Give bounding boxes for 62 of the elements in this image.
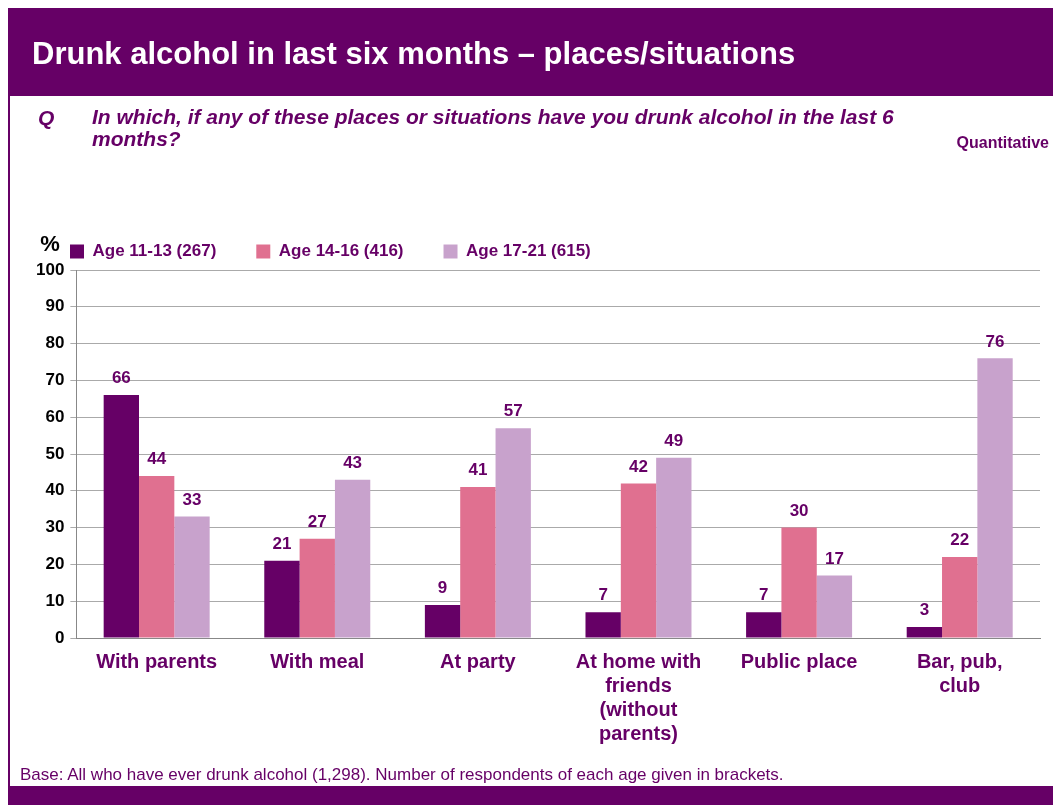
bar [495,428,531,638]
data-label: 27 [307,511,327,531]
x-tick-label: With parents [96,649,218,672]
data-label: 76 [985,331,1005,351]
data-label: 21 [272,533,292,553]
bar [781,527,817,638]
data-label: 33 [182,489,202,509]
chart-subtitle: In which, if any of these places or situations have you drunk alcohol in the last 6 months? [92,105,895,150]
bar [103,395,139,638]
y-tick-label: 0 [54,627,65,647]
data-label: 30 [789,500,809,520]
data-label: 17 [824,548,844,568]
text: Q [38,106,55,130]
legend-label: Age 11-13 (267) [92,241,217,261]
bar [906,626,943,638]
y-tick-label: 60 [45,406,65,426]
bar [977,358,1013,638]
bar [942,557,978,638]
bar [334,479,371,638]
data-label: 42 [629,456,648,476]
data-label: 22 [950,530,970,550]
bar [424,604,461,638]
y-tick-label: 70 [45,370,65,390]
x-tick-label: Public place [740,649,858,672]
bar [656,457,692,638]
bar [460,487,496,638]
bar [746,612,782,638]
x-tick-label: With meal [270,649,365,672]
data-label: 3 [919,600,930,620]
x-tick-label: At party [440,649,517,672]
data-label: 7 [759,585,769,605]
data-label: 44 [147,449,167,469]
chart-title: Drunk alcohol in last six months – places/situations [10,8,1053,96]
bar [174,516,210,638]
y-tick-label: 30 [45,517,65,537]
x-tick-label: Bar, pub, club [916,649,1003,696]
data-label: 66 [111,368,131,388]
bar [139,476,175,638]
data-label: 7 [598,585,608,605]
x-tick-label: At home with friends (without parents) [575,649,702,744]
y-tick-label: 100 [35,259,65,279]
text: Base: All who have ever drunk alcohol (1,298). Number of respondents of each age given in brackets. [20,765,784,785]
bar [816,575,853,638]
data-label: 49 [664,430,684,450]
legend-label: Age 17-21 (615) [466,241,591,261]
y-tick-label: 20 [45,554,65,574]
y-tick-label: 80 [45,333,65,353]
text: Quantitative [956,134,1049,152]
data-label: 43 [343,452,363,472]
y-tick-label: 50 [45,443,65,463]
data-label: 41 [468,460,488,480]
bar [264,560,300,638]
y-tick-label: 10 [45,590,65,610]
data-label: 9 [437,578,448,598]
y-tick-label: 40 [45,480,65,500]
bar [299,538,335,638]
y-tick-label: 90 [45,296,65,316]
bar [620,483,657,638]
legend-label: Age 14-16 (416) [278,241,404,261]
y-axis-title: % [40,231,60,257]
data-label: 57 [503,401,523,421]
bar [585,612,621,638]
